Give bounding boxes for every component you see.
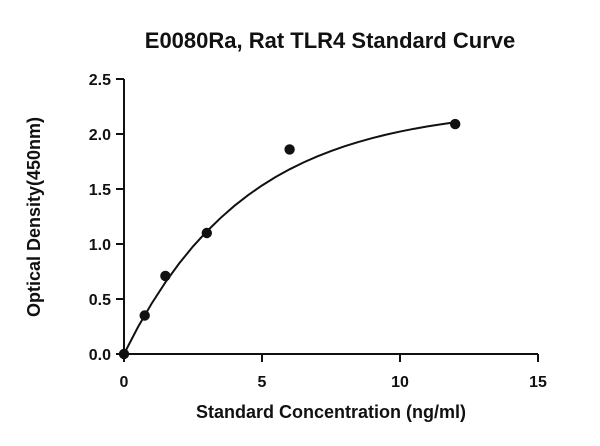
y-tick-label: 0.0 <box>89 347 111 364</box>
x-ticks: 0 5 10 15 <box>120 354 547 391</box>
data-point <box>284 144 295 155</box>
data-points <box>118 118 461 360</box>
x-tick-label: 15 <box>529 374 547 391</box>
x-axis-label: Standard Concentration (ng/ml) <box>196 402 466 422</box>
data-point <box>450 118 461 130</box>
x-tick-label: 5 <box>258 374 267 391</box>
fit-curve-line <box>123 121 456 355</box>
y-tick-label: 1.5 <box>89 182 111 199</box>
y-tick-label: 2.0 <box>89 127 111 144</box>
y-ticks: 0.0 0.5 1.0 1.5 2.0 2.5 <box>89 72 124 364</box>
y-tick-label: 1.0 <box>89 237 111 254</box>
y-tick-label: 2.5 <box>89 72 111 89</box>
data-point <box>139 310 150 321</box>
y-tick-label: 0.5 <box>89 292 111 309</box>
data-point <box>201 227 212 239</box>
axes <box>123 79 538 355</box>
y-axis-label: Optical Density(450nm) <box>24 117 44 317</box>
x-tick-label: 0 <box>120 374 129 391</box>
x-tick-label: 10 <box>391 374 409 391</box>
data-point <box>160 270 171 282</box>
chart-title: E0080Ra, Rat TLR4 Standard Curve <box>145 28 515 53</box>
data-point <box>118 348 130 360</box>
